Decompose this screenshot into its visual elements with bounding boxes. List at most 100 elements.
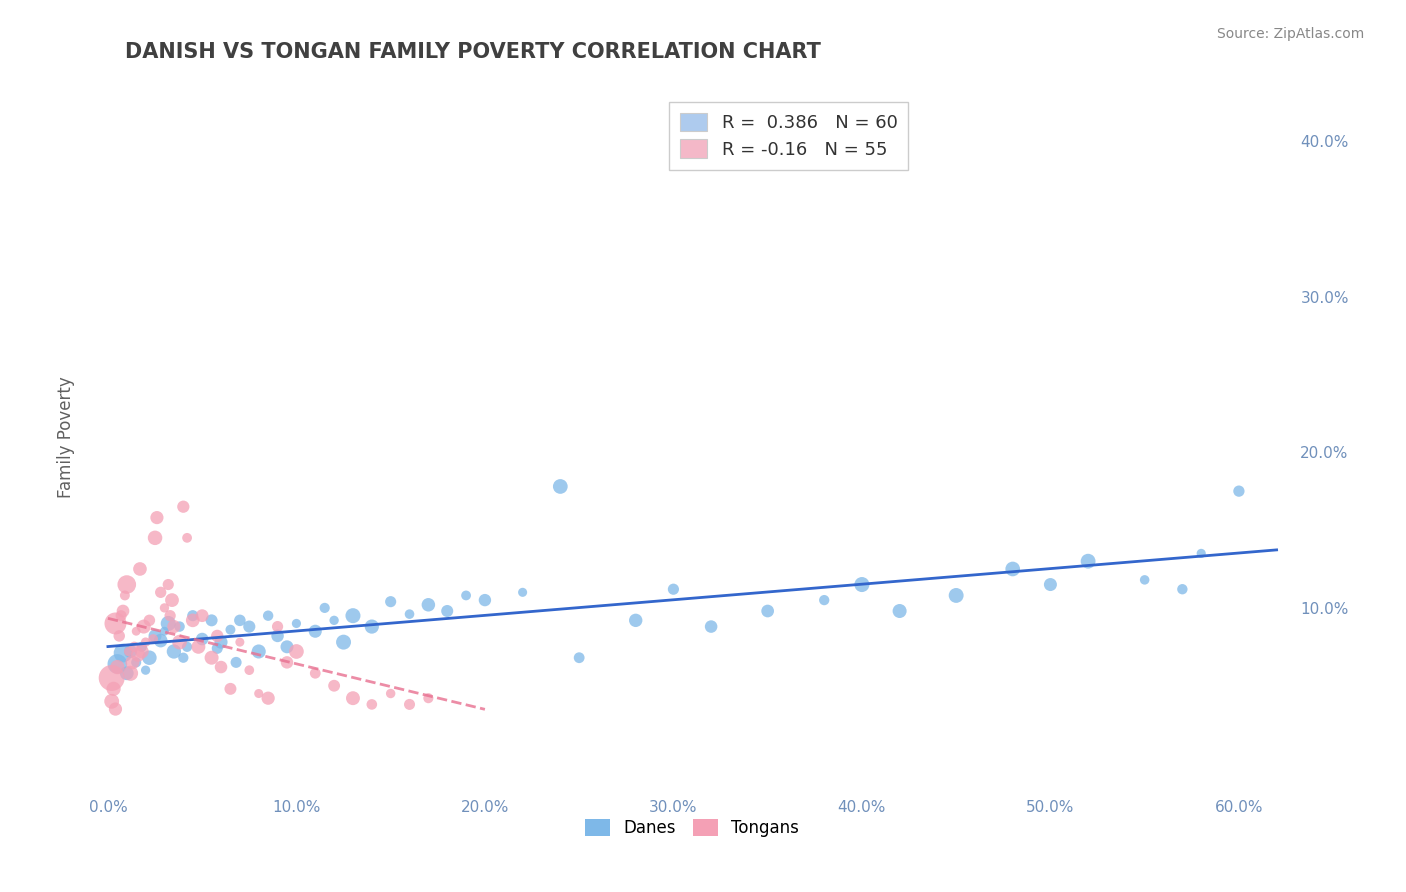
Point: [115, 666, 138, 681]
Point: [398, 698, 420, 712]
Point: [110, 608, 132, 623]
Point: [285, 616, 308, 631]
Point: [266, 629, 288, 643]
Point: [157, 577, 180, 591]
Point: [1133, 573, 1156, 587]
Point: [135, 635, 157, 649]
Point: [191, 632, 214, 646]
Point: [176, 531, 198, 545]
Point: [172, 500, 194, 514]
Point: [700, 619, 723, 633]
Point: [143, 531, 166, 545]
Point: [105, 657, 128, 671]
Point: [1171, 582, 1194, 597]
Point: [418, 598, 440, 612]
Legend: Danes, Tongans: Danes, Tongans: [579, 812, 806, 844]
Point: [103, 681, 125, 696]
Point: [149, 633, 172, 648]
Point: [149, 585, 172, 599]
Point: [153, 600, 176, 615]
Point: [200, 650, 222, 665]
Point: [132, 619, 155, 633]
Point: [474, 593, 496, 607]
Text: DANISH VS TONGAN FAMILY POVERTY CORRELATION CHART: DANISH VS TONGAN FAMILY POVERTY CORRELAT…: [125, 42, 821, 62]
Point: [624, 613, 647, 627]
Point: [454, 589, 477, 603]
Point: [142, 632, 165, 646]
Point: [247, 644, 270, 658]
Point: [207, 641, 229, 656]
Point: [131, 644, 153, 658]
Point: [100, 694, 122, 708]
Point: [172, 650, 194, 665]
Point: [120, 666, 142, 681]
Point: [108, 629, 131, 643]
Point: [120, 644, 142, 658]
Point: [127, 648, 149, 662]
Point: [550, 479, 572, 493]
Point: [1227, 484, 1250, 499]
Point: [219, 623, 242, 637]
Point: [229, 613, 252, 627]
Point: [380, 686, 402, 700]
Point: [247, 686, 270, 700]
Point: [342, 608, 364, 623]
Point: [266, 619, 288, 633]
Point: [1189, 546, 1212, 560]
Point: [257, 691, 280, 706]
Point: [207, 629, 229, 643]
Point: [163, 644, 186, 658]
Point: [238, 663, 260, 677]
Point: [105, 660, 128, 674]
Point: [146, 510, 169, 524]
Point: [304, 624, 326, 639]
Point: [159, 608, 181, 623]
Point: [143, 629, 166, 643]
Point: [276, 656, 298, 670]
Point: [380, 595, 402, 609]
Point: [323, 679, 346, 693]
Point: [115, 577, 138, 591]
Point: [125, 624, 148, 639]
Text: Source: ZipAtlas.com: Source: ZipAtlas.com: [1216, 27, 1364, 41]
Point: [187, 640, 209, 654]
Point: [100, 671, 122, 685]
Point: [285, 644, 308, 658]
Point: [169, 635, 191, 649]
Point: [276, 640, 298, 654]
Point: [138, 613, 160, 627]
Point: [360, 698, 382, 712]
Point: [418, 691, 440, 706]
Point: [209, 660, 232, 674]
Point: [129, 562, 152, 576]
Point: [436, 604, 458, 618]
Point: [360, 619, 382, 633]
Point: [111, 646, 134, 660]
Point: [238, 619, 260, 633]
Point: [163, 619, 186, 633]
Point: [124, 640, 146, 654]
Point: [662, 582, 685, 597]
Point: [219, 681, 242, 696]
Point: [257, 608, 280, 623]
Point: [153, 624, 176, 639]
Point: [121, 656, 143, 670]
Point: [209, 635, 232, 649]
Point: [512, 585, 534, 599]
Point: [104, 702, 127, 716]
Point: [332, 635, 354, 649]
Point: [1001, 562, 1024, 576]
Point: [342, 691, 364, 706]
Point: [398, 607, 420, 621]
Point: [111, 604, 134, 618]
Point: [323, 613, 346, 627]
Point: [889, 604, 911, 618]
Y-axis label: Family Poverty: Family Poverty: [58, 376, 75, 498]
Point: [191, 608, 214, 623]
Point: [176, 640, 198, 654]
Point: [229, 635, 252, 649]
Point: [125, 656, 148, 670]
Point: [104, 616, 127, 631]
Point: [813, 593, 835, 607]
Point: [138, 650, 160, 665]
